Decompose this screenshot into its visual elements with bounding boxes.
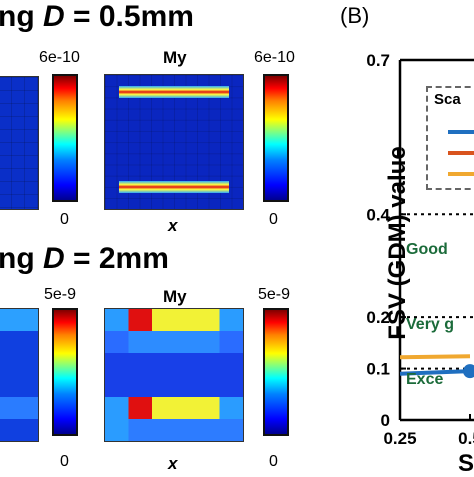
- colorbar-top-right-max: 6e-10: [254, 49, 295, 66]
- heatmap-bottom-title: My: [163, 287, 187, 306]
- colorbar-top-left-min: 0: [60, 211, 69, 228]
- heading-d-2mm: ng D = 2mm: [0, 244, 169, 274]
- colorbar-top-right: [263, 74, 289, 202]
- heading-value-2: = 2mm: [64, 242, 169, 275]
- series-line-1: [399, 354, 471, 360]
- colorbar-top-left-max: 6e-10: [39, 49, 80, 66]
- heatmap-bottom-row-2: [105, 331, 243, 353]
- heading-value: = 0.5mm: [64, 0, 194, 33]
- legend-line-2: [448, 151, 474, 155]
- legend-line-1: [448, 130, 474, 134]
- heatmap-bottom-row-1: [105, 309, 243, 331]
- colorbar-top-left: [52, 74, 78, 202]
- heading-prefix: ng: [0, 0, 35, 33]
- heading-variable-2: D: [43, 242, 65, 275]
- y-tick-label-3: 0.4: [366, 205, 390, 224]
- heading-d-05mm: ng D = 0.5mm: [0, 2, 194, 32]
- colorbar-bottom-right: [263, 308, 289, 436]
- y-tick-label-1: 0.1: [366, 360, 390, 379]
- heading-prefix-2: ng: [0, 242, 35, 275]
- heatmap-top-x-label: x: [168, 216, 178, 235]
- heatmap-mx-top-partial: [0, 76, 39, 210]
- panel-label-b: (B): [340, 3, 370, 28]
- y-tick-label-0: 0: [381, 411, 390, 430]
- region-label-excellent: Exce: [406, 371, 444, 388]
- legend-box: Sca: [426, 86, 474, 190]
- colorbar-bottom-left: [52, 308, 78, 436]
- x-axis-partial-label: S: [458, 450, 474, 477]
- heatmap-bottom-x-label: x: [168, 454, 178, 473]
- x-tick-label-1: 0.5: [458, 429, 474, 448]
- legend-title: Sca: [434, 91, 461, 108]
- colorbar-bottom-right-min: 0: [269, 453, 278, 470]
- legend-line-3: [448, 172, 474, 176]
- region-label-good: Good: [406, 241, 448, 258]
- y-tick-label-2: 0.2: [366, 308, 390, 327]
- heatmap-bottom-row-6: [105, 419, 243, 441]
- heatmap-mx-bottom-partial: [0, 308, 39, 442]
- heatmap-bottom-partial-cell-1: [0, 309, 38, 331]
- colorbar-bottom-left-max: 5e-9: [44, 286, 77, 303]
- heatmap-top-band-lower: [119, 181, 229, 193]
- colorbar-bottom-right-max: 5e-9: [258, 286, 291, 303]
- y-tick-label-4: 0.7: [366, 51, 390, 70]
- heatmap-top-band-upper: [119, 86, 229, 98]
- series-line-0: [399, 369, 471, 376]
- region-label-very-good: Very g: [406, 316, 455, 333]
- heatmap-top-title: My: [163, 48, 187, 67]
- heatmap-bottom-row-5: [105, 397, 243, 419]
- x-tick-label-0: 0.25: [383, 429, 416, 448]
- heading-variable: D: [43, 0, 65, 33]
- heatmap-bottom-partial-cell-2: [0, 397, 38, 419]
- heatmap-my-bottom: [104, 308, 244, 442]
- series-point-0-1: [463, 364, 474, 379]
- colorbar-bottom-left-min: 0: [60, 453, 69, 470]
- colorbar-top-right-min: 0: [269, 211, 278, 228]
- heatmap-my-top: [104, 74, 244, 210]
